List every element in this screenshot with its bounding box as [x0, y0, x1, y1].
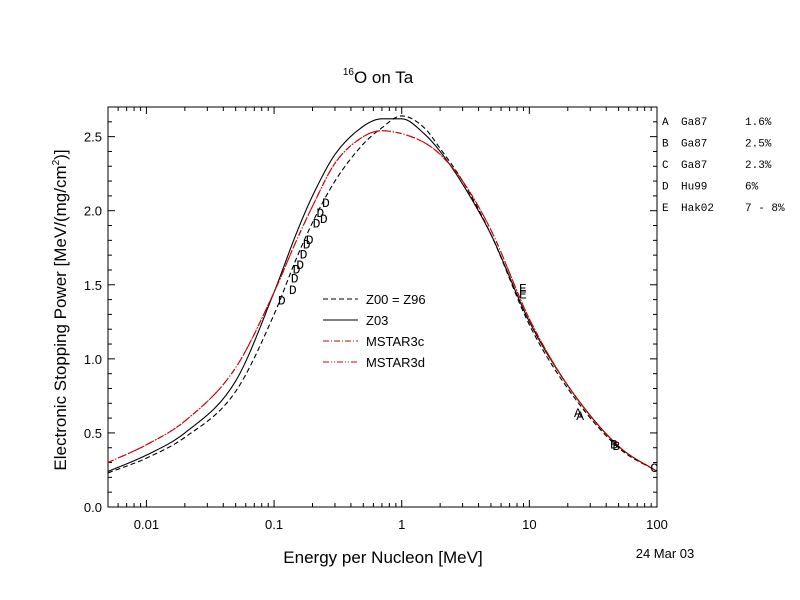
- y-axis-label-post: )]: [51, 149, 70, 159]
- data-point-b: B: [612, 439, 620, 454]
- legend-label: MSTAR3d: [366, 355, 425, 370]
- reference-uncertainty: 6%: [745, 182, 759, 194]
- y-tick-label: 2.0: [84, 204, 102, 219]
- reference-uncertainty: 7 - 8%: [745, 203, 785, 215]
- chart-title-main: O on Ta: [354, 68, 414, 87]
- date-label: 24 Mar 03: [636, 546, 695, 561]
- data-point-c: C: [650, 461, 658, 476]
- data-point-d: D: [291, 271, 299, 286]
- reference-letter: A: [662, 117, 669, 129]
- chart-title-superscript: 16: [343, 67, 355, 78]
- data-point-d: D: [313, 217, 321, 232]
- data-point-d: D: [289, 283, 297, 298]
- reference-letter: C: [662, 160, 669, 172]
- legend: Z00 = Z96 Z03 MSTAR3c MSTAR3d: [323, 292, 426, 370]
- reference-uncertainty: 2.3%: [745, 160, 772, 172]
- y-tick-label: 0.0: [84, 500, 102, 515]
- data-point-e: E: [519, 288, 527, 303]
- data-point-d: D: [296, 258, 304, 273]
- axis-ticks: [107, 106, 658, 508]
- reference-letter: D: [662, 182, 669, 194]
- data-point-a: A: [574, 406, 582, 421]
- x-tick-label: 10: [522, 517, 536, 532]
- legend-label: Z03: [366, 313, 388, 328]
- y-tick-label: 1.5: [84, 278, 102, 293]
- reference-name: Ga87: [681, 139, 707, 151]
- data-point-d: D: [303, 237, 311, 252]
- chart-title: 16O on Ta: [343, 67, 414, 87]
- reference-name: Hu99: [681, 182, 707, 194]
- data-point-b: B: [610, 437, 618, 452]
- plot-frame: [107, 106, 658, 508]
- reference-name: Hak02: [681, 203, 714, 215]
- x-tick-label: 0.1: [265, 517, 283, 532]
- legend-label: MSTAR3c: [366, 334, 425, 349]
- series-line-z00-z96: [107, 115, 658, 474]
- data-point-e: E: [519, 282, 527, 297]
- y-axis-label: Electronic Stopping Power [MeV/(mg/cm2)]: [51, 149, 70, 470]
- y-tick-label: 1.0: [84, 352, 102, 367]
- reference-letter: B: [662, 139, 669, 151]
- x-tick-labels: 0.01 0.1 1 10 100: [134, 517, 668, 532]
- reference-name: Ga87: [681, 160, 707, 172]
- reference-list: A Ga87 1.6% B Ga87 2.5% C Ga87 2.3% D Hu99 6% E Hak02…: [662, 117, 785, 215]
- data-point-d: D: [306, 233, 314, 248]
- data-point-a: A: [576, 409, 584, 424]
- series-line-mstar3d: [107, 130, 658, 472]
- series-lines: [107, 115, 658, 474]
- x-tick-label: 100: [646, 517, 668, 532]
- reference-uncertainty: 1.6%: [745, 117, 772, 129]
- y-tick-label: 0.5: [84, 426, 102, 441]
- y-axis-label-superscript: 2: [51, 159, 62, 165]
- data-point-d: D: [320, 212, 328, 227]
- data-point-d: D: [278, 294, 286, 309]
- x-tick-label: 1: [398, 517, 405, 532]
- y-tick-labels: 0.0 0.5 1.0 1.5 2.0 2.5: [84, 130, 102, 515]
- x-axis-label: Energy per Nucleon [MeV]: [283, 548, 482, 567]
- x-tick-label: 0.01: [134, 517, 159, 532]
- reference-uncertainty: 2.5%: [745, 139, 772, 151]
- legend-label: Z00 = Z96: [366, 292, 426, 307]
- data-point-d: D: [316, 206, 324, 221]
- series-line-z03: [107, 118, 658, 472]
- reference-letter: E: [662, 203, 669, 215]
- y-tick-label: 2.5: [84, 130, 102, 145]
- reference-name: Ga87: [681, 117, 707, 129]
- data-point-d: D: [300, 248, 308, 263]
- data-point-d: D: [293, 262, 301, 277]
- y-axis-label-pre: Electronic Stopping Power [MeV/(mg/cm: [51, 165, 70, 470]
- data-point-d: D: [322, 196, 330, 211]
